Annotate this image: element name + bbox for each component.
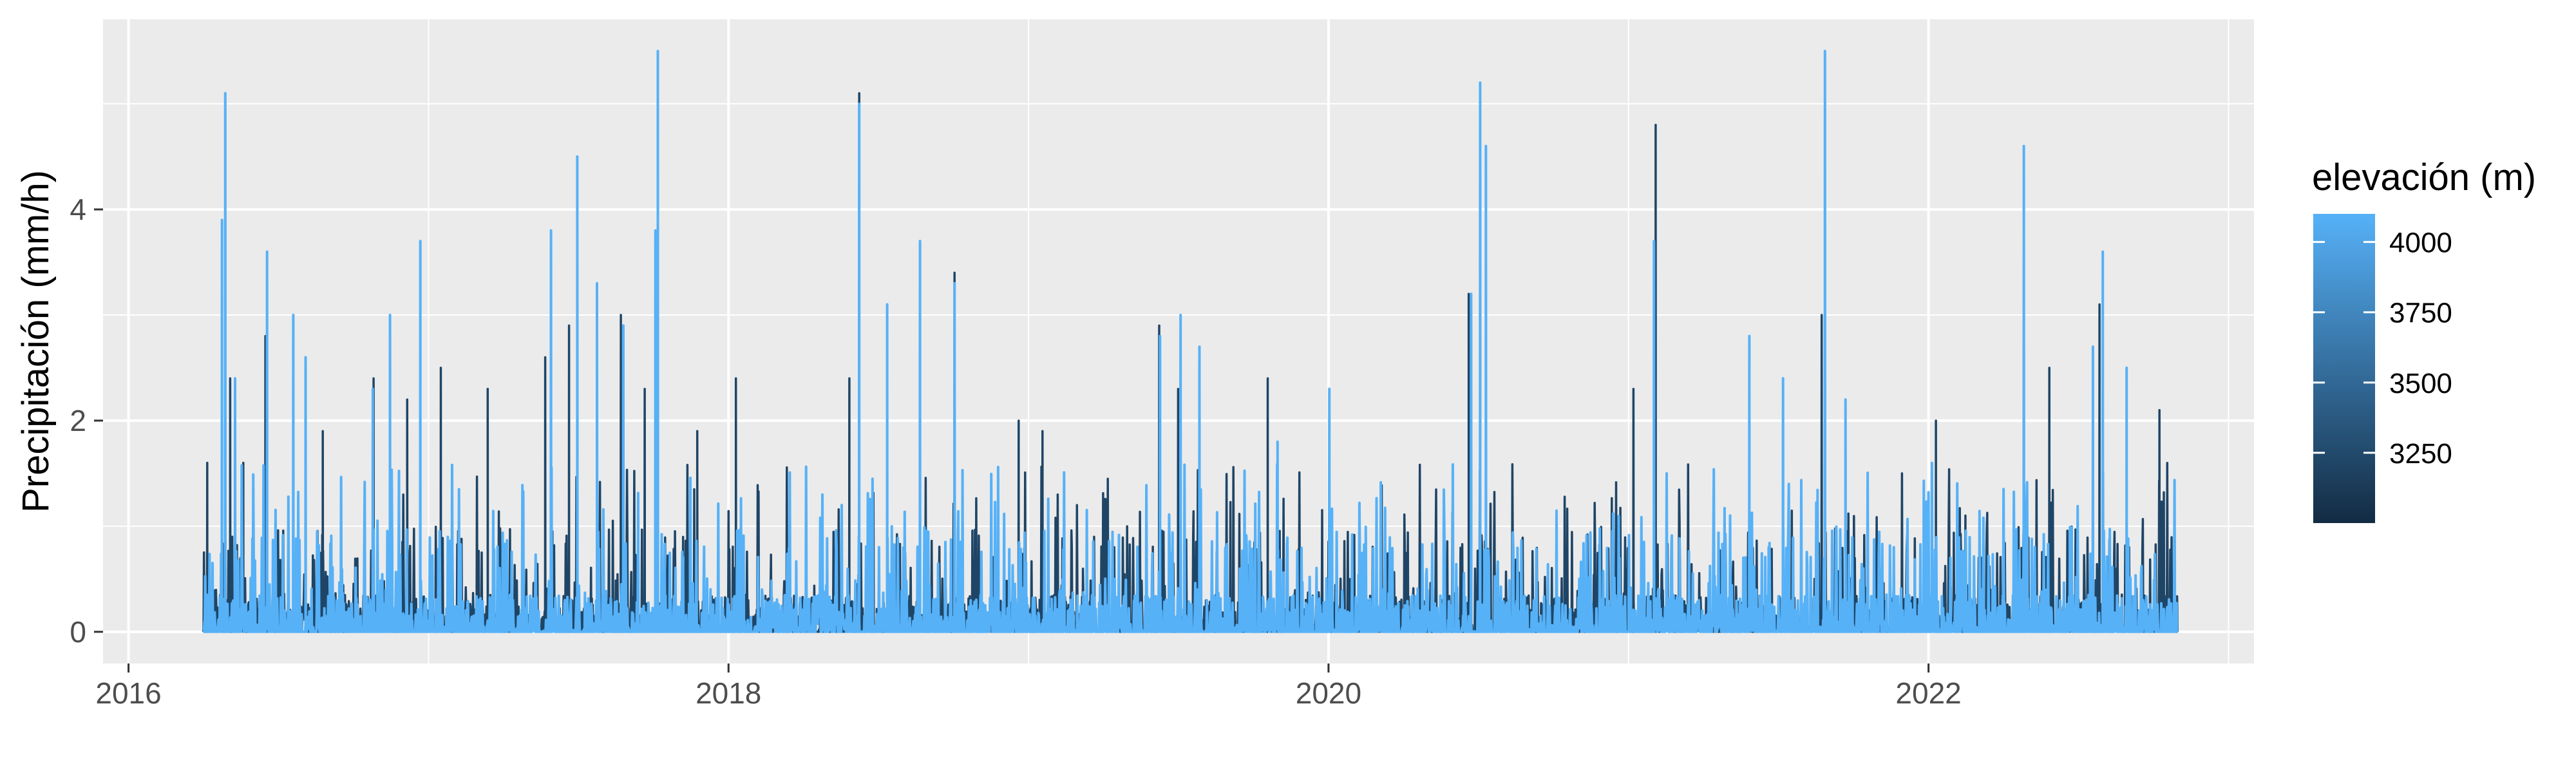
x-tick-label: 2020 (1296, 676, 1361, 710)
legend-title: elevación (m) (2312, 157, 2536, 198)
x-axis: 2016 2018 2020 2022 (95, 663, 1962, 710)
legend-tick-label: 4000 (2389, 227, 2452, 259)
series-layer (202, 50, 2179, 633)
legend-tick-label: 3250 (2389, 438, 2452, 470)
y-axis-title: Precipitación (mm/h) (15, 170, 57, 513)
y-axis: 0 2 4 (70, 193, 103, 649)
legend-tick-label: 3750 (2389, 298, 2452, 329)
legend-ticks: 3250 3500 3750 4000 (2313, 227, 2452, 470)
x-tick-label: 2016 (95, 676, 161, 710)
x-tick-label: 2022 (1895, 676, 1961, 710)
y-tick-label: 0 (70, 615, 86, 649)
x-tick-label: 2018 (696, 676, 761, 710)
legend: elevación (m) 3250 3500 3750 4000 (2312, 157, 2536, 523)
y-tick-label: 4 (70, 193, 86, 226)
legend-tick-label: 3500 (2389, 368, 2452, 399)
series-line-1 (202, 50, 2179, 633)
y-tick-label: 2 (70, 404, 86, 437)
legend-colorbar (2313, 214, 2375, 523)
